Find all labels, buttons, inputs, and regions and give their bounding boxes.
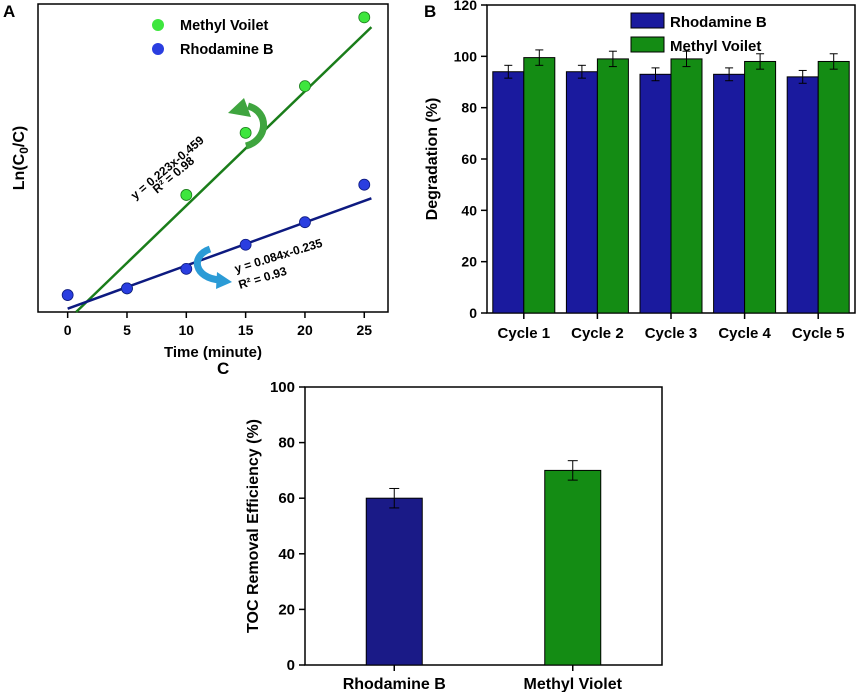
panel-c-y-tick-label: 80 (278, 435, 295, 452)
panel-a-point-rhodamine-b (299, 216, 311, 229)
panel-b-y-ticks: 0 20 40 60 80 100 120 (454, 0, 487, 321)
panel-b-y-tick-label: 40 (461, 202, 477, 218)
panel-c-y-tick-label: 0 (287, 657, 295, 674)
panel-a-fit-line-methyl-voilet (75, 26, 373, 313)
panel-b-bar-rhodamine-b-cycle-3 (639, 73, 672, 314)
panel-b-bar-methyl-voilet-cycle-3 (670, 58, 703, 314)
panel-a-x-tick-label: 5 (123, 322, 131, 338)
panel-a-point-methyl-voilet (239, 126, 252, 139)
panel-b-bar-methyl-voilet-cycle-4 (744, 60, 777, 314)
panel-c-x-tick-label: Rhodamine B (343, 676, 446, 692)
panel-b-y-tick-label: 100 (454, 48, 478, 64)
panel-c-y-ticks: 0 20 40 60 80 100 (270, 379, 305, 674)
panel-c-bars (365, 460, 602, 666)
panel-b-y-tick-label: 120 (454, 0, 478, 13)
panel-b-bar-methyl-voilet-cycle-5 (817, 60, 850, 314)
panel-c-y-tick-label: 40 (278, 546, 295, 563)
panel-a-x-axis-label: Time (minute) (164, 344, 262, 361)
panel-a-plot-frame (37, 3, 389, 313)
panel-c-x-ticks: Rhodamine B Methyl Violet (343, 665, 623, 692)
panel-a-point-rhodamine-b (239, 238, 252, 251)
panel-c-x-tick-label: Methyl Violet (524, 676, 623, 692)
panel-a-point-methyl-voilet (299, 80, 311, 93)
panel-a-blue-curved-arrow-icon (193, 245, 221, 284)
panel-b-y-tick-label: 20 (461, 254, 477, 270)
panel-a-y-axis-label: Ln(C0/C) (11, 126, 31, 190)
panel-b-legend-rhodamine-b-swatch (630, 12, 665, 29)
panel-b-bar-methyl-voilet-cycle-1 (523, 57, 556, 314)
panel-a-x-tick-label: 15 (238, 322, 254, 338)
panel-b-x-tick-label: Cycle 4 (718, 325, 771, 342)
panel-a-x-ticks: 0 5 10 15 20 25 (64, 312, 372, 338)
panel-a-blue-arrowhead-icon (216, 272, 232, 289)
panel-c-y-tick-label: 20 (278, 601, 295, 618)
panel-a-point-methyl-voilet (180, 189, 193, 201)
panel-b-x-ticks: Cycle 1 Cycle 2 Cycle 3 Cycle 4 Cycle 5 (498, 313, 845, 342)
panel-b-x-tick-label: Cycle 2 (571, 325, 624, 342)
panel-b-y-tick-label: 80 (461, 100, 477, 116)
panel-a-fit-line-rhodamine-b (67, 197, 372, 310)
panel-a-x-tick-label: 20 (297, 322, 313, 338)
panel-a-x-tick-label: 0 (64, 322, 72, 338)
panel-a-methyl-equation: y = 0.223x-0.459 (128, 133, 207, 202)
panel-c-y-axis-label: TOC Removal Efficiency (%) (245, 419, 262, 633)
panel-b-label: B (424, 2, 436, 21)
panel-b-y-tick-label: 0 (469, 305, 477, 321)
panel-b-legend-rhodamine-b: Rhodamine B (670, 14, 767, 31)
panel-a-x-tick-label: 25 (356, 322, 372, 338)
panel-a-legend-rhodamine-b-marker (152, 43, 164, 55)
panel-a-point-rhodamine-b (180, 262, 193, 275)
panel-b-bar-rhodamine-b-cycle-5 (786, 76, 819, 314)
panel-a-legend-methyl-voilet-marker (152, 19, 164, 31)
panel-c-plot-frame (304, 386, 663, 666)
panel-b-x-tick-label: Cycle 5 (792, 325, 845, 342)
panel-a-point-rhodamine-b (61, 289, 74, 301)
panel-a: A 0 5 10 15 20 25 Time (minute) Ln(C0/C) Meth… (3, 2, 389, 361)
panel-c-bar-methyl-violet (544, 469, 602, 666)
panel-a-points (61, 11, 371, 301)
panel-b-bar-rhodamine-b-cycle-2 (565, 71, 598, 314)
panel-c-y-tick-label: 100 (270, 379, 295, 396)
panel-a-point-rhodamine-b (358, 178, 371, 191)
panel-b-legend-methyl-voilet-swatch (630, 36, 665, 53)
panel-a-fit-lines (67, 26, 373, 313)
panel-a-green-curved-arrow-icon (244, 102, 267, 150)
panel-b-x-tick-label: Cycle 3 (645, 325, 698, 342)
panel-a-legend-rhodamine-b: Rhodamine B (180, 42, 273, 58)
panel-b-bar-rhodamine-b-cycle-1 (492, 71, 525, 314)
panel-c-label: C (217, 359, 229, 378)
panel-c-bar-rhodamine-b (365, 497, 423, 666)
panel-a-point-rhodamine-b (121, 282, 133, 295)
panel-b-x-tick-label: Cycle 1 (498, 325, 551, 342)
panel-b-bars (492, 49, 850, 314)
panel-a-point-methyl-voilet (358, 11, 371, 24)
panel-b-bar-methyl-voilet-cycle-2 (596, 58, 629, 314)
panel-a-x-tick-label: 10 (179, 322, 195, 338)
panel-b-legend-methyl-voilet: Methyl Voilet (670, 38, 761, 55)
panel-c-y-tick-label: 60 (278, 490, 295, 507)
panel-b-y-tick-label: 60 (461, 151, 477, 167)
panel-a-label: A (3, 2, 15, 21)
panel-b-bar-rhodamine-b-cycle-4 (713, 73, 746, 314)
panel-b-y-axis-label: Degradation (%) (424, 98, 441, 221)
panel-a-green-arrowhead-icon (228, 98, 251, 117)
panel-a-legend-methyl-voilet: Methyl Voilet (180, 18, 269, 34)
